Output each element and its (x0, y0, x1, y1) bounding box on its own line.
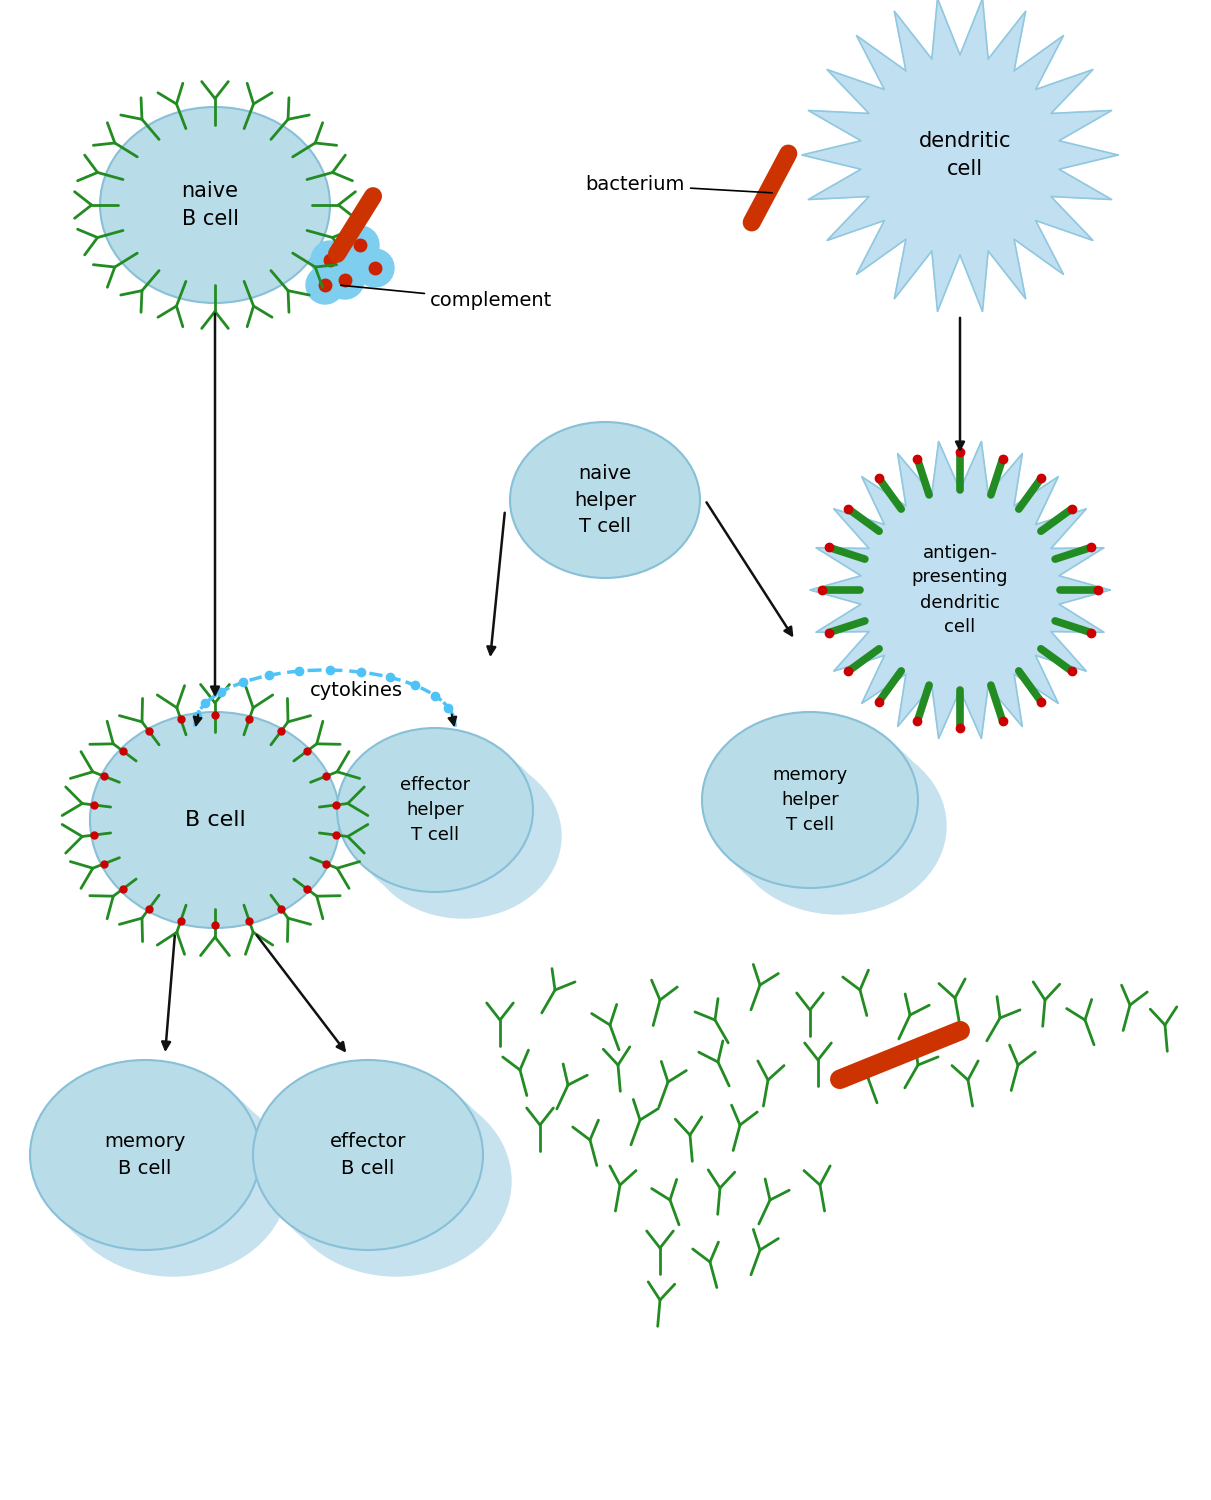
Ellipse shape (266, 1072, 497, 1263)
Polygon shape (810, 441, 1110, 738)
Ellipse shape (253, 1060, 483, 1250)
Text: naive
B cell: naive B cell (182, 182, 239, 230)
Text: complement: complement (340, 285, 552, 309)
Ellipse shape (730, 738, 946, 914)
Text: bacterium: bacterium (586, 176, 773, 195)
Ellipse shape (702, 712, 918, 888)
Ellipse shape (90, 712, 340, 928)
Text: effector
helper
T cell: effector helper T cell (400, 776, 470, 844)
Text: naive
helper
T cell: naive helper T cell (574, 464, 636, 536)
Text: B cell: B cell (184, 810, 246, 830)
Ellipse shape (365, 754, 561, 918)
Text: cytokines: cytokines (310, 681, 403, 699)
Circle shape (311, 242, 349, 279)
Ellipse shape (58, 1086, 288, 1276)
Ellipse shape (510, 422, 700, 578)
Text: antigen-
presenting
dendritic
cell: antigen- presenting dendritic cell (912, 543, 1009, 636)
Ellipse shape (44, 1072, 274, 1263)
Ellipse shape (281, 1086, 511, 1276)
Text: memory
B cell: memory B cell (104, 1132, 185, 1178)
Text: dendritic
cell: dendritic cell (919, 130, 1011, 178)
Ellipse shape (351, 741, 547, 904)
Circle shape (326, 261, 365, 299)
Ellipse shape (30, 1060, 260, 1250)
Circle shape (356, 249, 394, 286)
Ellipse shape (716, 724, 932, 902)
Ellipse shape (101, 106, 331, 303)
Polygon shape (802, 0, 1118, 312)
Text: memory
helper
T cell: memory helper T cell (773, 766, 848, 834)
Circle shape (342, 226, 379, 264)
Circle shape (306, 266, 344, 305)
Ellipse shape (337, 728, 533, 892)
Text: effector
B cell: effector B cell (329, 1132, 406, 1178)
